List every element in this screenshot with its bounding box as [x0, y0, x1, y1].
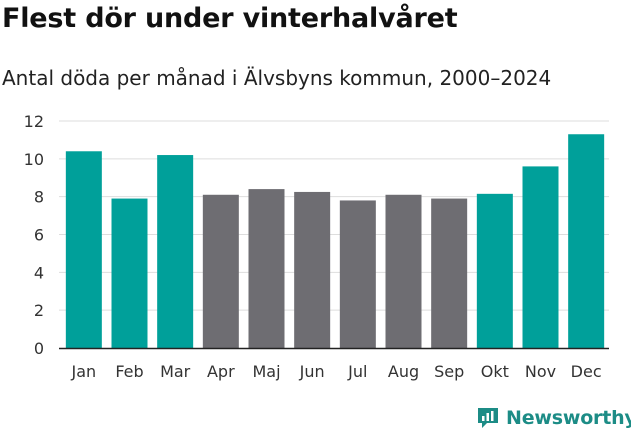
bar-sep: [431, 198, 468, 348]
x-tick-label: Jul: [347, 362, 367, 381]
bar-mar: [157, 155, 194, 348]
x-tick-label: Nov: [525, 362, 556, 381]
x-tick-label: Okt: [481, 362, 509, 381]
chart-subtitle: Antal döda per månad i Älvsbyns kommun, …: [2, 66, 552, 90]
bar-maj: [248, 189, 285, 348]
bar-okt: [476, 193, 513, 348]
bar-feb: [111, 198, 148, 348]
x-tick-label: Aug: [388, 362, 419, 381]
y-tick-label: 8: [34, 188, 44, 207]
bar-jan: [65, 151, 102, 348]
logo-text: Newsworthy: [506, 407, 631, 429]
bar-jul: [339, 200, 376, 348]
newsworthy-chart-icon: [478, 408, 498, 428]
y-tick-label: 2: [34, 301, 44, 320]
x-tick-label: Jun: [299, 362, 325, 381]
x-tick-label: Sep: [434, 362, 464, 381]
bar-nov: [522, 166, 559, 348]
bar-aug: [385, 194, 422, 348]
bar-apr: [202, 194, 239, 348]
y-tick-label: 12: [24, 112, 44, 131]
x-tick-label: Apr: [207, 362, 235, 381]
y-tick-label: 4: [34, 263, 44, 282]
y-tick-label: 6: [34, 226, 44, 245]
y-tick-label: 0: [34, 339, 44, 358]
chart-title: Flest dör under vinterhalvåret: [2, 3, 458, 34]
x-tick-label: Maj: [252, 362, 280, 381]
x-tick-label: Dec: [571, 362, 602, 381]
x-tick-label: Feb: [115, 362, 143, 381]
x-tick-label: Jan: [70, 362, 96, 381]
x-tick-label: Mar: [160, 362, 191, 381]
bar-chart: 0 2 4 6 8 10 12 Jan Feb Mar Apr Maj Jun Jul Aug Sep Okt N…: [24, 112, 609, 381]
bar-dec: [568, 134, 605, 348]
bar-jun: [294, 191, 331, 348]
newsworthy-logo: Newsworthy: [476, 406, 631, 430]
y-tick-label: 10: [24, 150, 44, 169]
